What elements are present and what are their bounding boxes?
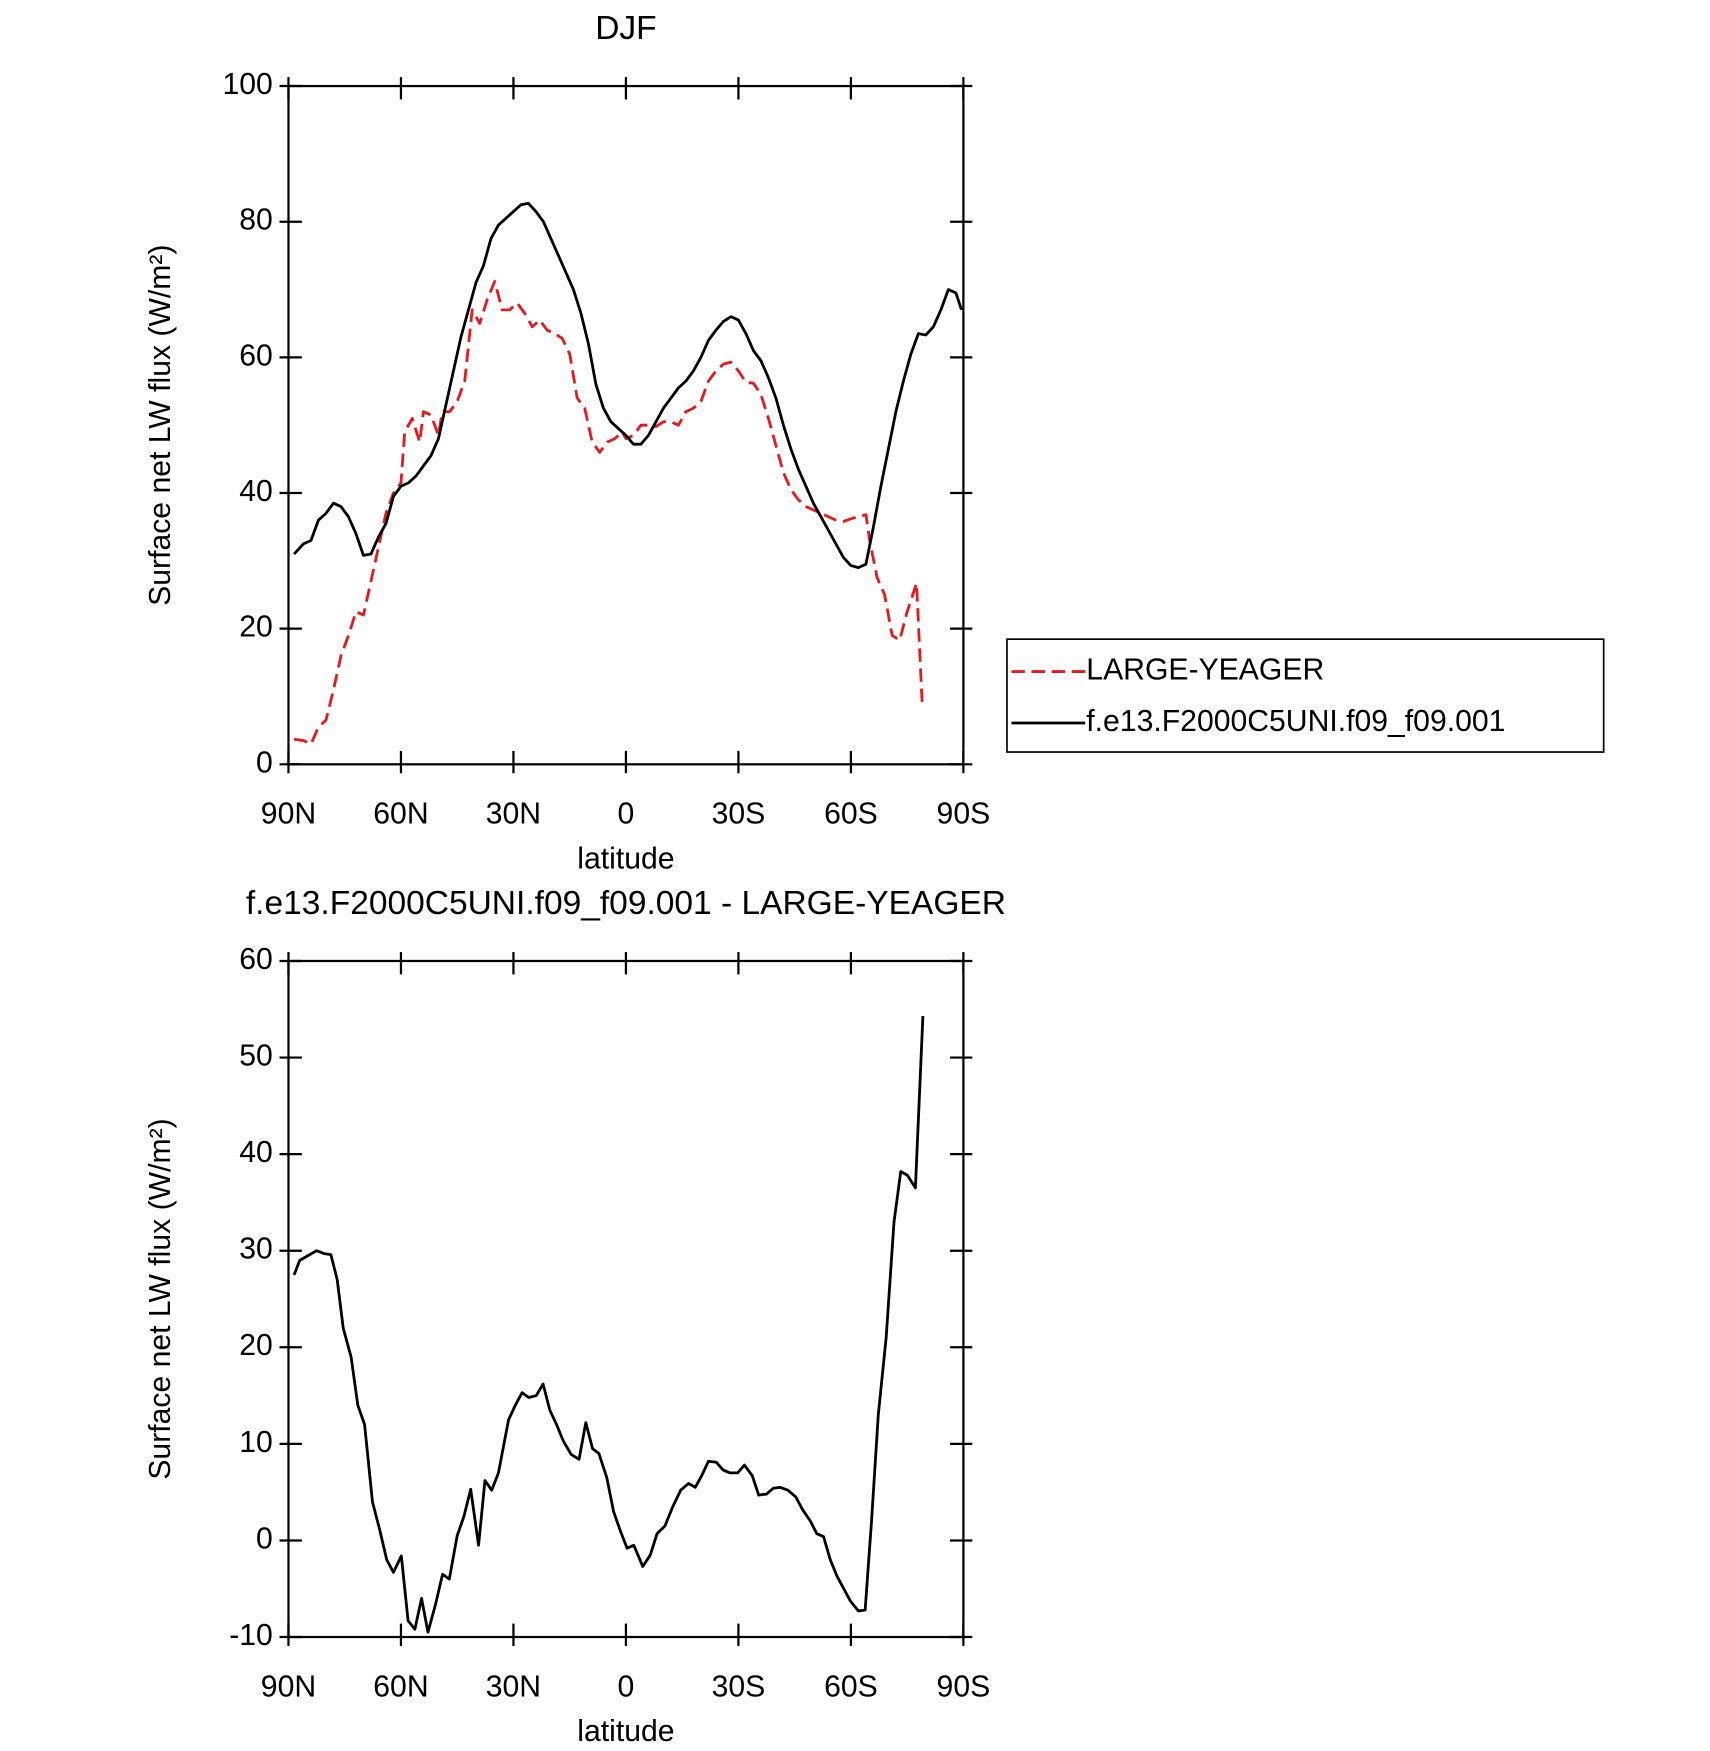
x-tick-label: 90S <box>937 798 991 831</box>
x-tick-label: 60S <box>824 798 878 831</box>
x-tick-label: 60S <box>824 1670 878 1703</box>
x-tick-label: 30S <box>712 798 766 831</box>
plot-frame <box>287 959 965 1639</box>
y-tick-label: 20 <box>239 611 273 644</box>
y-tick-label: 50 <box>239 1040 273 1073</box>
x-tick-label: 90S <box>937 1670 991 1703</box>
y-tick-label: 40 <box>239 475 273 508</box>
x-tick-label: 30S <box>712 1670 766 1703</box>
chart-title: f.e13.F2000C5UNI.f09_f09.001 - LARGE-YEA… <box>246 885 1006 922</box>
y-tick-label: 80 <box>239 204 273 237</box>
x-tick-label: 60N <box>373 798 428 831</box>
x-axis-label: latitude <box>577 1715 674 1748</box>
series-line <box>293 201 963 570</box>
y-tick-label: 40 <box>239 1136 273 1169</box>
x-tick-label: 90N <box>261 1670 316 1703</box>
x-tick-label: 0 <box>618 798 635 831</box>
legend-label: f.e13.F2000C5UNI.f09_f09.001 <box>1086 705 1505 738</box>
y-tick-label: 20 <box>239 1329 273 1362</box>
y-tick-label: 100 <box>222 68 272 101</box>
legend-box <box>1006 638 1605 753</box>
series-line <box>292 1015 925 1634</box>
chart-title: DJF <box>595 10 656 47</box>
x-tick-label: 0 <box>618 1670 635 1703</box>
x-tick-label: 30N <box>486 798 541 831</box>
series-line <box>293 279 924 746</box>
legend-label: LARGE-YEAGER <box>1086 654 1324 687</box>
y-tick-label: 60 <box>239 339 273 372</box>
y-axis-label: Surface net LW flux (W/m²) <box>144 244 177 605</box>
x-tick-label: 90N <box>261 798 316 831</box>
x-tick-label: 30N <box>486 1670 541 1703</box>
y-tick-label: -10 <box>229 1619 273 1652</box>
x-tick-label: 60N <box>373 1670 428 1703</box>
y-tick-label: 60 <box>239 943 273 976</box>
y-tick-label: 0 <box>256 1522 273 1555</box>
y-tick-label: 10 <box>239 1426 273 1459</box>
y-tick-label: 0 <box>256 746 273 779</box>
x-axis-label: latitude <box>577 842 674 875</box>
y-axis-label: Surface net LW flux (W/m²) <box>144 1118 177 1479</box>
plot-frame <box>287 84 965 766</box>
y-tick-label: 30 <box>239 1233 273 1266</box>
